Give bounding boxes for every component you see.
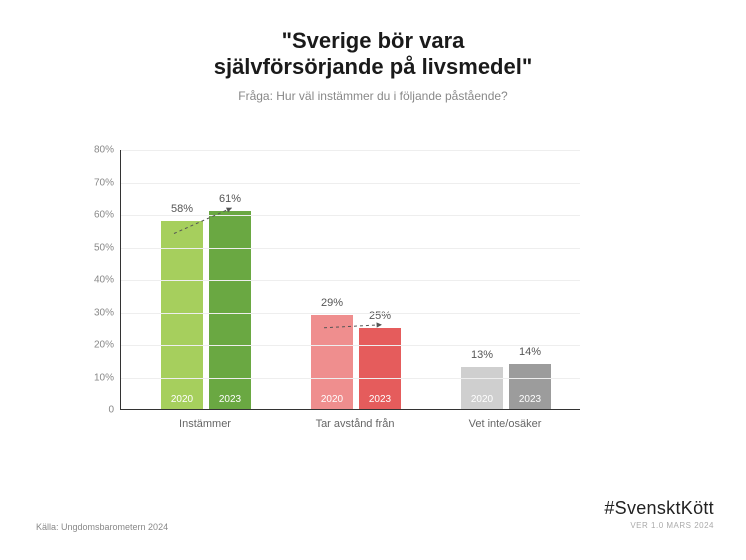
chart-title: "Sverige bör vara självförsörjande på li…: [0, 28, 746, 81]
bar-year-label: 2020: [161, 394, 203, 405]
page: "Sverige bör vara självförsörjande på li…: [0, 0, 746, 560]
brand-hashtag: #SvensktKött: [604, 498, 714, 519]
bar-value-label: 58%: [161, 203, 203, 215]
grid-line: [121, 215, 580, 216]
title-line-1: "Sverige bör vara: [282, 28, 465, 53]
y-tick-label: 80%: [94, 145, 114, 156]
y-axis: 010%20%30%40%50%60%70%80%: [80, 150, 120, 440]
grid-line: [121, 345, 580, 346]
bar-year-label: 2020: [311, 394, 353, 405]
bar: 61%2023: [209, 211, 251, 409]
bar: 58%2020: [161, 221, 203, 410]
source-text: Källa: Ungdomsbarometern 2024: [36, 522, 168, 532]
category-label: Vet inte/osäker: [460, 418, 550, 430]
y-tick-label: 70%: [94, 177, 114, 188]
grid-line: [121, 280, 580, 281]
y-tick-label: 60%: [94, 210, 114, 221]
grid-line: [121, 150, 580, 151]
title-block: "Sverige bör vara självförsörjande på li…: [0, 0, 746, 103]
bar: 13%2020: [461, 367, 503, 409]
title-line-2: självförsörjande på livsmedel": [214, 54, 533, 79]
grid-line: [121, 183, 580, 184]
y-tick-label: 50%: [94, 242, 114, 253]
y-tick-label: 0: [108, 405, 114, 416]
y-tick-label: 10%: [94, 372, 114, 383]
brand-block: #SvensktKött VER 1.0 MARS 2024: [604, 498, 714, 530]
bar-year-label: 2023: [509, 394, 551, 405]
chart: 010%20%30%40%50%60%70%80% 58%202061%2023…: [120, 150, 580, 440]
bar: 25%2023: [359, 328, 401, 409]
bar-year-label: 2023: [359, 394, 401, 405]
bar-value-label: 29%: [311, 297, 353, 309]
grid-line: [121, 378, 580, 379]
plot-area: 58%202061%202329%202025%202313%202014%20…: [120, 150, 580, 410]
bar-value-label: 61%: [209, 193, 251, 205]
category-label: Instämmer: [160, 418, 250, 430]
bar-value-label: 14%: [509, 346, 551, 358]
y-tick-label: 30%: [94, 307, 114, 318]
chart-subtitle: Fråga: Hur väl instämmer du i följande p…: [0, 89, 746, 103]
bar-year-label: 2023: [209, 394, 251, 405]
category-label: Tar avstånd från: [310, 418, 400, 430]
grid-line: [121, 248, 580, 249]
grid-line: [121, 313, 580, 314]
y-tick-label: 20%: [94, 340, 114, 351]
y-tick-label: 40%: [94, 275, 114, 286]
bar: 29%2020: [311, 315, 353, 409]
bar-value-label: 13%: [461, 349, 503, 361]
bar-year-label: 2020: [461, 394, 503, 405]
brand-version: VER 1.0 MARS 2024: [604, 521, 714, 530]
bar: 14%2023: [509, 364, 551, 410]
